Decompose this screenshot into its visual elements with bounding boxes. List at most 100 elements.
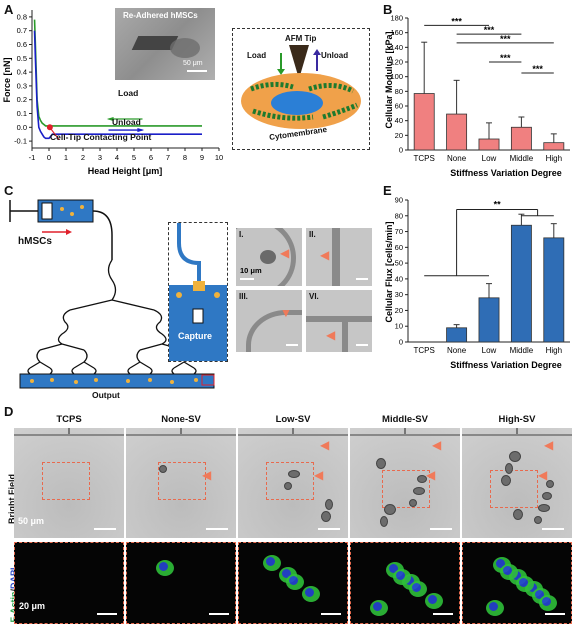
significance-label: ***: [451, 16, 462, 26]
x-tick-label: 9: [200, 153, 204, 162]
channel-wall: [306, 316, 372, 322]
nucleus: [282, 569, 291, 578]
cell-blob: [288, 470, 300, 478]
y-tick-label: 50: [395, 259, 403, 268]
y-tick-label: 0.6: [17, 40, 27, 49]
y-tick-label: -0.1: [14, 137, 27, 146]
y-tick-label: 30: [395, 290, 403, 299]
cell-cluster: [170, 38, 200, 58]
panel-a-load-label: Load: [118, 88, 139, 98]
micrograph-1: I. ◀ 10 μm: [236, 228, 302, 286]
cell-blob: [321, 511, 331, 522]
y-tick-label: 60: [395, 243, 403, 252]
nucleus: [535, 590, 544, 599]
y-tick-label: 0.7: [17, 26, 27, 35]
x-tick-label: Middle: [510, 154, 534, 163]
column-header: Middle-SV: [382, 414, 428, 425]
bar-none: [446, 327, 468, 343]
actin-cell: [409, 581, 427, 597]
y-tick-label: 40: [395, 116, 403, 125]
x-tick-label: None: [447, 154, 467, 163]
channel-inlet: [68, 428, 70, 436]
bar-none: [446, 113, 468, 151]
bar-low: [478, 297, 500, 343]
micrograph-2-label: II.: [309, 230, 316, 239]
nucleus: [412, 583, 421, 592]
arrowhead-icon: ◀: [320, 248, 330, 262]
bright-field-image: ◀ ◀: [350, 428, 460, 538]
y-tick-label: 100: [390, 72, 403, 81]
cell-blob: [384, 504, 396, 515]
x-tick-label: 7: [166, 153, 170, 162]
output-label: Output: [92, 390, 120, 400]
cell-blob: [509, 451, 521, 462]
panel-label-d: D: [4, 404, 14, 419]
y-tick-label: 80: [395, 211, 403, 220]
x-tick-label: TCPS: [414, 154, 435, 163]
scale-bar: [542, 528, 564, 530]
micrograph-2: II. ◀: [306, 228, 372, 286]
panel-a-force-chart: -1 0 1 2 3 4 5 6 7 8 9 10 -0.1 0.0 0.1 0.2 0.3 0.4 0.5 0.6 0…: [2, 10, 223, 176]
channel-inlet: [180, 428, 182, 436]
x-tick-label: Low: [482, 154, 497, 163]
scale-text: 10 μm: [240, 266, 262, 275]
y-tick-label: 0.0: [17, 123, 27, 132]
x-tick-label: 2: [81, 153, 85, 162]
y-tick-label: 0.8: [17, 12, 27, 21]
cell-blob: [538, 504, 550, 512]
cell-blob: [159, 465, 167, 473]
panel-e-flux-chart: 0 10 20 30 40 50 60 70 80 90 TCPS None Low Middle High…: [384, 196, 570, 370]
bar-middle: [510, 126, 532, 151]
channel-wall: [246, 310, 302, 352]
schematic-load: Load: [247, 51, 267, 60]
scale-bar: [286, 344, 298, 346]
bar-high: [543, 142, 565, 151]
y-tick-label: 70: [395, 227, 403, 236]
y-tick-label: 90: [395, 196, 403, 205]
channel-wall: [236, 228, 296, 286]
channel-wall: [14, 434, 124, 436]
actin-cell: [425, 593, 443, 609]
micrograph-4: VI. ◀: [306, 290, 372, 352]
scale-bar: [318, 528, 340, 530]
channel-wall: [462, 434, 572, 436]
scale-bar: [94, 528, 116, 530]
scale-bar: [356, 278, 368, 280]
panel-b-plot: 0 20 40 60 80 100 120 140 160 180 TCPS None Low Middl…: [390, 14, 570, 163]
nucleus: [373, 602, 382, 611]
panel-label-c: C: [4, 183, 14, 198]
panel-label-e: E: [383, 183, 392, 198]
panel-label-a: A: [4, 2, 14, 17]
actin-cell: [393, 569, 411, 585]
fluorescence-image: 20 μm: [14, 542, 124, 624]
panel-e-xlabel: Stiffness Variation Degree: [450, 360, 562, 370]
channel-inlet: [292, 428, 294, 436]
capture-zoom-box: Capture: [168, 222, 228, 362]
scale-bar: [206, 528, 228, 530]
zoom-region-box: [266, 462, 314, 500]
y-tick-label: 0.1: [17, 109, 27, 118]
bar-low: [478, 138, 500, 151]
nucleus: [542, 597, 551, 606]
arrowhead-icon: ◀: [432, 438, 442, 452]
x-tick-label: 0: [47, 153, 51, 162]
y-tick-label: 180: [390, 14, 403, 23]
actin-cell: [370, 600, 388, 616]
cell-blob: [325, 499, 333, 510]
nucleus: [396, 571, 405, 580]
scale-text: 50 μm: [18, 516, 45, 526]
cell-blob: [534, 516, 542, 524]
y-tick-label: 0: [399, 146, 403, 155]
x-tick-label: Middle: [510, 346, 534, 355]
channel-inlet: [404, 428, 406, 436]
scale-bar: [430, 528, 452, 530]
afm-tip-label: AFM Tip: [285, 34, 317, 43]
panel-a-schematic: AFM Tip Load Unload Cytomembrane: [232, 28, 370, 150]
nucleus: [266, 557, 275, 566]
inset-scale-bar: [187, 70, 207, 72]
x-tick-label: None: [447, 346, 467, 355]
x-tick-label: High: [546, 346, 562, 355]
panel-b-modulus-chart: 0 20 40 60 80 100 120 140 160 180 TCPS None Low Middl…: [384, 14, 570, 178]
nucleus: [503, 566, 512, 575]
